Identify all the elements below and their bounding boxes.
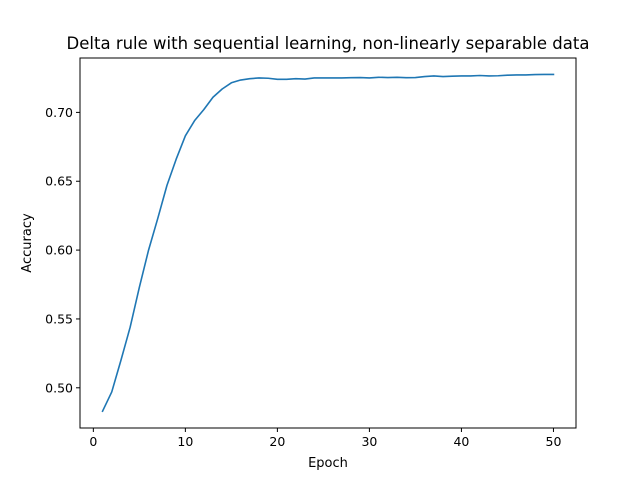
x-tick-label: 30 <box>361 434 377 449</box>
x-tick-label: 20 <box>269 434 285 449</box>
y-tick-label: 0.70 <box>45 105 73 120</box>
x-tick-label: 0 <box>89 434 97 449</box>
plot-area <box>79 57 577 429</box>
x-tick-label: 40 <box>453 434 469 449</box>
y-tick-label: 0.60 <box>45 243 73 258</box>
axes-frame <box>79 57 577 429</box>
x-tick-label: 50 <box>546 434 562 449</box>
y-axis-label: Accuracy <box>20 213 35 273</box>
x-axis-label: Epoch <box>308 456 348 471</box>
y-tick-label: 0.65 <box>45 174 73 189</box>
y-axis-ticks: 0.50 0.55 0.60 0.65 0.70 <box>45 105 80 395</box>
x-axis-ticks: 0 10 20 30 40 50 <box>89 428 561 449</box>
x-tick-label: 10 <box>177 434 193 449</box>
chart-title: Delta rule with sequential learning, non… <box>67 34 590 53</box>
y-tick-label: 0.55 <box>45 311 73 326</box>
y-tick-label: 0.50 <box>45 380 73 395</box>
series-line-accuracy <box>101 73 555 413</box>
